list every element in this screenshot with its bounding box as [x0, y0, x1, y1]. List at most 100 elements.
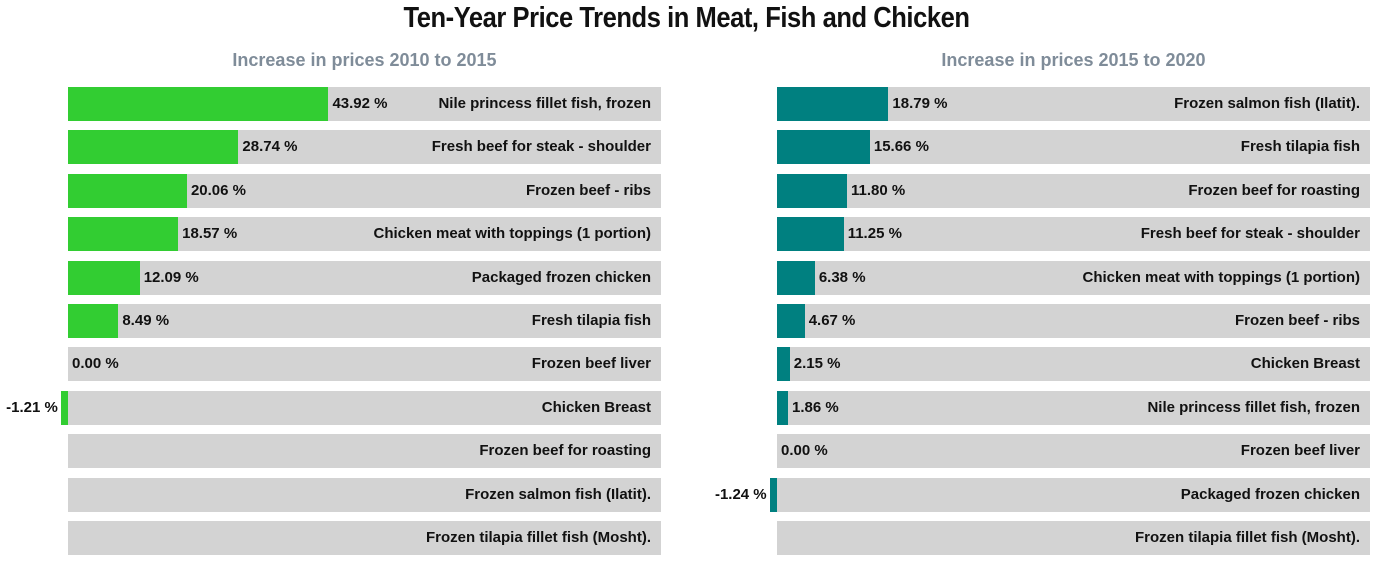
bar-row: 11.25 % Fresh beef for steak - shoulder: [777, 217, 1370, 252]
bar-value-label: 28.74 %: [242, 138, 298, 156]
category-label: Frozen salmon fish (Ilatit).: [465, 485, 651, 503]
bar-track: [777, 477, 1370, 512]
bar-row: 15.66 % Fresh tilapia fish: [777, 130, 1370, 165]
category-label: Nile princess fillet fish, frozen: [1147, 398, 1360, 416]
bar: [68, 260, 140, 295]
bar-row: 6.38 % Chicken meat with toppings (1 port…: [777, 260, 1370, 295]
bar-track: [777, 521, 1370, 555]
bar-value-label: 12.09 %: [143, 268, 199, 286]
bar-value-label: 15.66 %: [873, 138, 929, 156]
bar-row: 0.00 % Frozen beef liver: [777, 434, 1370, 469]
bar: [777, 260, 815, 295]
bar-row: 20.06 % Frozen beef - ribs: [68, 173, 661, 208]
bar-track: [68, 434, 661, 469]
bar-row: 28.74 % Fresh beef for steak - shoulder: [68, 130, 661, 165]
bar-track: [68, 260, 661, 295]
bar-value-label: 1.86 %: [792, 398, 839, 416]
bar-track: [777, 304, 1370, 338]
bar-track: [777, 434, 1370, 469]
bar-track: [68, 347, 661, 382]
bar: [68, 173, 187, 208]
bar-track: [777, 260, 1370, 295]
bar-row: 4.67 % Frozen beef - ribs: [777, 304, 1370, 338]
bar-row: Frozen beef for roasting: [68, 434, 661, 469]
bar-row: 12.09 % Packaged frozen chicken: [68, 260, 661, 295]
bar: [777, 87, 889, 121]
category-label: Fresh beef for steak - shoulder: [431, 138, 651, 156]
bar-row: -1.21 % Chicken Breast: [6, 390, 661, 425]
bar-value-label: 0.00 %: [72, 355, 119, 373]
bar-row: Frozen tilapia fillet fish (Mosht).: [777, 521, 1370, 555]
right-chart-panel: Increase in prices 2015 to 2020 18.79 % F…: [715, 48, 1370, 562]
category-label: Frozen beef - ribs: [1234, 312, 1360, 329]
bar-value-label: 0.00 %: [781, 442, 828, 460]
bar: [777, 130, 870, 165]
bar-value-label: 18.57 %: [182, 225, 238, 243]
bar-row: 2.15 % Chicken Breast: [777, 347, 1370, 382]
bar-track: [68, 477, 661, 512]
bar-row: 18.57 % Chicken meat with toppings (1 por…: [68, 217, 661, 252]
bar-value-label: 18.79 %: [892, 95, 948, 112]
category-label: Frozen beef liver: [1240, 442, 1360, 460]
bar: [60, 390, 68, 425]
bar-value-label: 11.80 %: [850, 181, 906, 199]
bar-row: 1.86 % Nile princess fillet fish, frozen: [777, 390, 1370, 425]
bar: [777, 217, 844, 252]
bar: [68, 87, 329, 121]
bar-row: Frozen tilapia fillet fish (Mosht).: [68, 521, 661, 555]
category-label: Fresh tilapia fish: [531, 312, 651, 329]
bar-row: 18.79 % Frozen salmon fish (Ilatit).: [777, 87, 1370, 121]
bar-value-label: 20.06 %: [190, 181, 246, 199]
category-label: Packaged frozen chicken: [1180, 485, 1360, 503]
category-label: Fresh tilapia fish: [1240, 138, 1360, 156]
bar-row: -1.24 % Packaged frozen chicken: [715, 477, 1370, 512]
category-label: Frozen beef for roasting: [479, 442, 651, 460]
category-label: Frozen beef liver: [531, 355, 651, 373]
bar-value-label: 4.67 %: [808, 312, 856, 329]
bar-track: [777, 390, 1370, 425]
bar: [68, 304, 119, 338]
bar-track: [777, 173, 1370, 208]
bar-track: [68, 304, 661, 338]
bar-value-label: 11.25 %: [847, 225, 902, 243]
bar-track: [68, 390, 661, 425]
category-label: Frozen beef - ribs: [525, 181, 651, 199]
category-label: Frozen beef for roasting: [1188, 181, 1360, 199]
category-label: Frozen tilapia fillet fish (Mosht).: [426, 529, 651, 546]
bar-value-label: 2.15 %: [793, 355, 841, 373]
category-label: Frozen tilapia fillet fish (Mosht).: [1135, 529, 1360, 546]
category-label: Chicken meat with toppings (1 portion): [373, 225, 652, 243]
bar-value-label: -1.24 %: [714, 485, 767, 503]
bar-row: 0.00 % Frozen beef liver: [68, 347, 661, 382]
bar-value-label: 8.49 %: [122, 312, 170, 329]
bar-row: 11.80 % Frozen beef for roasting: [777, 173, 1370, 208]
bar-value-label: -1.21 %: [6, 398, 58, 416]
left-chart-panel: Increase in prices 2010 to 2015 43.92 % N…: [6, 48, 661, 562]
category-label: Chicken Breast: [1250, 355, 1360, 373]
category-label: Frozen salmon fish (Ilatit).: [1174, 95, 1360, 112]
left-chart-subtitle: Increase in prices 2010 to 2015: [232, 50, 497, 70]
bar-value-label: 43.92 %: [332, 95, 388, 112]
bar-row: Frozen salmon fish (Ilatit).: [68, 477, 661, 512]
category-label: Nile princess fillet fish, frozen: [438, 95, 651, 112]
bar-track: [777, 130, 1370, 165]
chart-title: Ten-Year Price Trends in Meat, Fish and …: [403, 2, 970, 34]
category-label: Packaged frozen chicken: [471, 268, 651, 286]
bar: [777, 304, 805, 338]
right-chart-subtitle: Increase in prices 2015 to 2020: [941, 50, 1206, 70]
bar: [68, 130, 239, 165]
bar-track: [777, 347, 1370, 382]
bar-row: 8.49 % Fresh tilapia fish: [68, 304, 661, 338]
category-label: Chicken meat with toppings (1 portion): [1082, 268, 1361, 286]
category-label: Chicken Breast: [541, 398, 651, 416]
bar-track: [68, 521, 661, 555]
bar-track: [777, 217, 1370, 252]
bar: [777, 390, 789, 425]
category-label: Fresh beef for steak - shoulder: [1140, 225, 1360, 243]
bar: [769, 477, 777, 512]
bar: [68, 217, 179, 252]
bar-value-label: 6.38 %: [818, 268, 866, 286]
bar-row: 43.92 % Nile princess fillet fish, frozen: [68, 87, 661, 121]
bar: [777, 347, 790, 382]
bar: [777, 173, 847, 208]
